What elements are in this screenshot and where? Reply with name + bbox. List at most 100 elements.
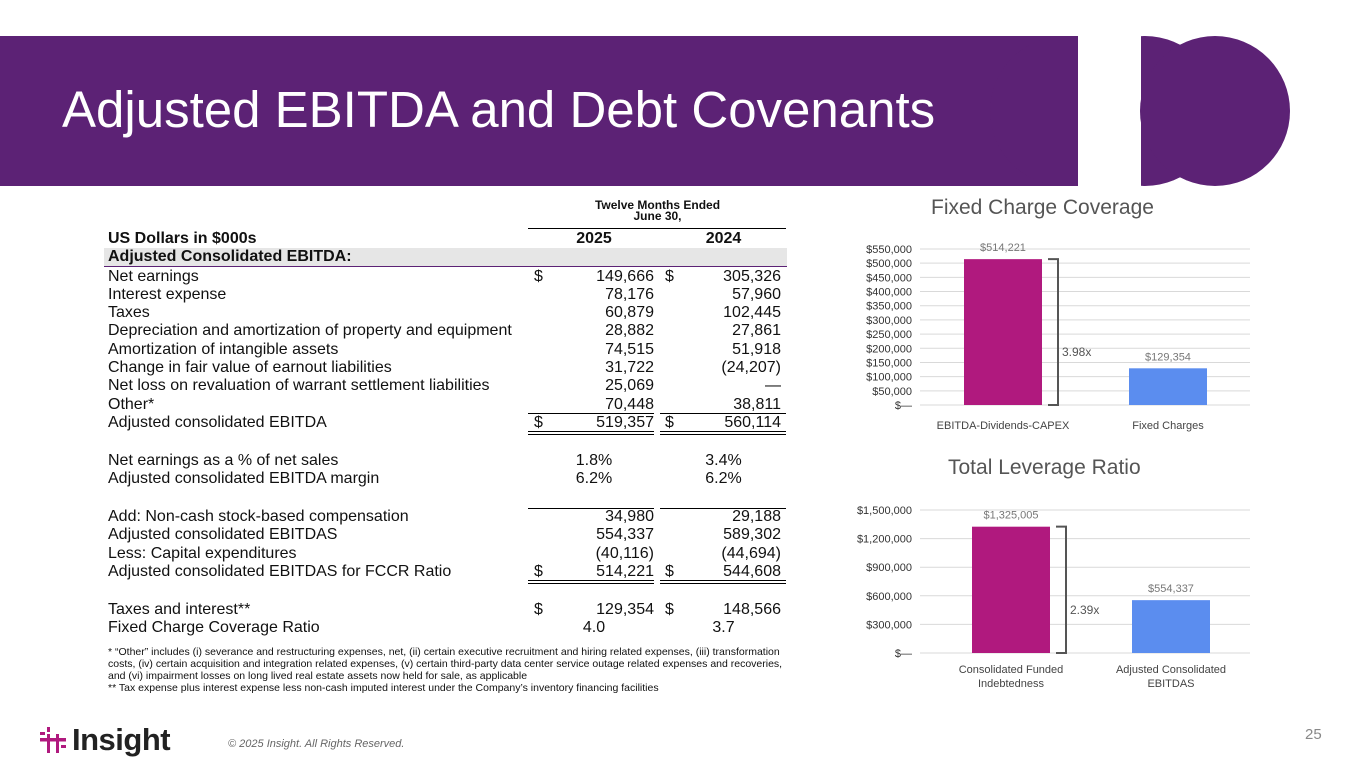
row-label: Change in fair value of earnout liabilit…	[108, 359, 392, 376]
column-header-row: US Dollars in $000s 2025 2024	[104, 230, 787, 248]
dollar-sign: $	[665, 563, 674, 580]
y-tick-label: $1,200,000	[857, 534, 912, 546]
row-label: Add: Non-cash stock-based compensation	[108, 508, 409, 525]
ratio-label: 2.39x	[1070, 603, 1099, 617]
brand-shape-2	[1140, 36, 1290, 186]
table-row: Change in fair value of earnout liabilit…	[104, 359, 787, 377]
underline	[528, 583, 654, 584]
value-2025: 129,354	[596, 601, 654, 618]
y-tick-label: $1,500,000	[857, 505, 912, 517]
underline	[528, 431, 654, 432]
value-2024: 51,918	[732, 341, 781, 358]
dollar-sign: $	[534, 601, 543, 618]
period-header: Twelve Months Ended June 30,	[594, 198, 721, 223]
value-2025: 78,176	[605, 286, 654, 303]
value-2025: 519,357	[596, 414, 654, 431]
insight-wordmark: Insight	[72, 722, 171, 757]
value-2024: 560,114	[724, 414, 781, 431]
x-category-label: Adjusted Consolidated	[1116, 664, 1226, 676]
value-2024: 544,608	[723, 563, 781, 580]
table-row: Interest expense 78,176 57,960	[104, 286, 787, 304]
chart-title-fcc: Fixed Charge Coverage	[931, 196, 1154, 219]
ratio-label: 3.98x	[1062, 345, 1091, 359]
value-2024: (24,207)	[721, 359, 781, 376]
value-2024: 3.7	[712, 619, 735, 636]
header-rule	[528, 228, 786, 229]
row-label: Taxes	[108, 304, 150, 321]
row-label: Interest expense	[108, 286, 227, 303]
value-2024: 3.4%	[705, 452, 742, 469]
dollar-sign: $	[534, 414, 543, 431]
value-2025: 70,448	[605, 396, 654, 413]
bar	[972, 526, 1050, 653]
value-2025: 4.0	[582, 619, 606, 636]
value-2025: 6.2%	[575, 470, 613, 487]
ratio-bracket	[1056, 525, 1067, 654]
col-2025-header: 2025	[576, 230, 612, 247]
x-category-label: EBITDAS	[1147, 678, 1194, 690]
y-tick-label: $550,000	[866, 244, 912, 256]
chart-title-leverage: Total Leverage Ratio	[948, 456, 1141, 479]
y-tick-label: $200,000	[866, 343, 912, 355]
x-category-label: Consolidated Funded	[959, 664, 1064, 676]
bar-data-label: $554,337	[1148, 583, 1194, 595]
row-label: Taxes and interest**	[108, 601, 251, 618]
value-2024: —	[765, 377, 781, 394]
bar-data-label: $514,221	[980, 242, 1026, 254]
table-row: Depreciation and amortization of propert…	[104, 322, 787, 340]
y-tick-label: $300,000	[866, 619, 912, 631]
table-row: Less: Capital expenditures (40,116) (44,69…	[104, 545, 787, 563]
x-category-label: EBITDA-Dividends-CAPEX	[937, 420, 1070, 432]
table-row: Adjusted consolidated EBITDAS 554,337 589,…	[104, 526, 787, 544]
underline	[660, 431, 786, 432]
value-2024: 589,302	[723, 526, 781, 543]
value-2024: 148,566	[723, 601, 781, 618]
row-label: Amortization of intangible assets	[108, 341, 339, 358]
bar	[964, 259, 1042, 405]
bar	[1129, 368, 1207, 405]
bar	[1132, 600, 1210, 653]
footnote-tax: ** Tax expense plus interest expense les…	[108, 682, 659, 694]
bar-data-label: $1,325,005	[983, 510, 1038, 522]
row-label: Fixed Charge Coverage Ratio	[108, 619, 320, 636]
value-2024: 38,811	[733, 396, 781, 413]
fixed-charge-coverage-chart: $— $50,000 $100,000 $150,000 $200,000 $250,00…	[866, 242, 1250, 432]
row-label: Adjusted consolidated EBITDA	[108, 414, 327, 431]
y-tick-label: $600,000	[866, 591, 912, 603]
value-2025: 514,221	[596, 563, 654, 580]
dollar-sign: $	[665, 414, 674, 431]
table-row: Net loss on revaluation of warrant settl…	[104, 377, 787, 395]
value-2025: (40,116)	[595, 545, 654, 562]
dollar-sign: $	[534, 268, 543, 285]
value-2025: 554,337	[596, 526, 654, 543]
y-tick-label: $500,000	[866, 258, 912, 270]
table-row: Net earnings as a % of net sales 1.8% 3.4%	[104, 452, 787, 470]
units-label: US Dollars in $000s	[108, 230, 257, 247]
value-2024: 29,188	[732, 508, 781, 525]
value-2024: 6.2%	[705, 470, 742, 487]
value-2025: 25,069	[605, 377, 654, 394]
underline	[528, 580, 654, 581]
total-leverage-ratio-chart: $— $300,000 $600,000 $900,000 $1,200,000 $1,5…	[857, 505, 1250, 690]
y-tick-label: $450,000	[866, 272, 912, 284]
dollar-sign: $	[665, 268, 674, 285]
x-category-label: Fixed Charges	[1132, 420, 1204, 432]
table-row: Taxes and interest** $ $129,354 148,566	[104, 601, 787, 619]
row-label: Other*	[108, 396, 155, 413]
row-label: Depreciation and amortization of propert…	[108, 322, 512, 339]
y-tick-label: $100,000	[866, 372, 912, 384]
table-row: Adjusted consolidated EBITDA $ $519,357 560…	[104, 414, 787, 432]
value-2025: 74,515	[605, 341, 654, 358]
underline	[528, 413, 654, 414]
underline	[660, 508, 786, 509]
row-label: Adjusted consolidated EBITDAS	[108, 526, 338, 543]
row-label: Net earnings as a % of net sales	[108, 452, 339, 469]
bar-data-label: $129,354	[1145, 351, 1191, 363]
page-number: 25	[1305, 726, 1322, 743]
table-row: Adjusted consolidated EBITDA margin 6.2% 6…	[104, 470, 787, 488]
value-2024: 305,326	[723, 268, 781, 285]
table-row: Other* 70,448 38,811	[104, 396, 787, 414]
value-2025: 149,666	[596, 268, 654, 285]
row-label: Adjusted consolidated EBITDAS for FCCR R…	[108, 563, 452, 580]
footnote-other: * “Other” includes (i) severance and res…	[108, 646, 783, 682]
